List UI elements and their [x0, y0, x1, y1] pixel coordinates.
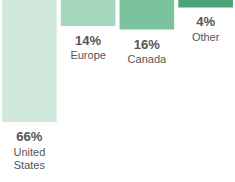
svg-text:14%: 14%	[75, 33, 101, 48]
svg-text:Other: Other	[192, 31, 220, 43]
svg-text:Europe: Europe	[70, 49, 105, 61]
svg-text:4%: 4%	[196, 14, 215, 29]
svg-text:Canada: Canada	[128, 53, 167, 65]
svg-text:States: States	[14, 159, 46, 171]
svg-text:16%: 16%	[134, 37, 160, 52]
svg-text:United: United	[13, 146, 45, 158]
svg-text:66%: 66%	[16, 129, 42, 144]
